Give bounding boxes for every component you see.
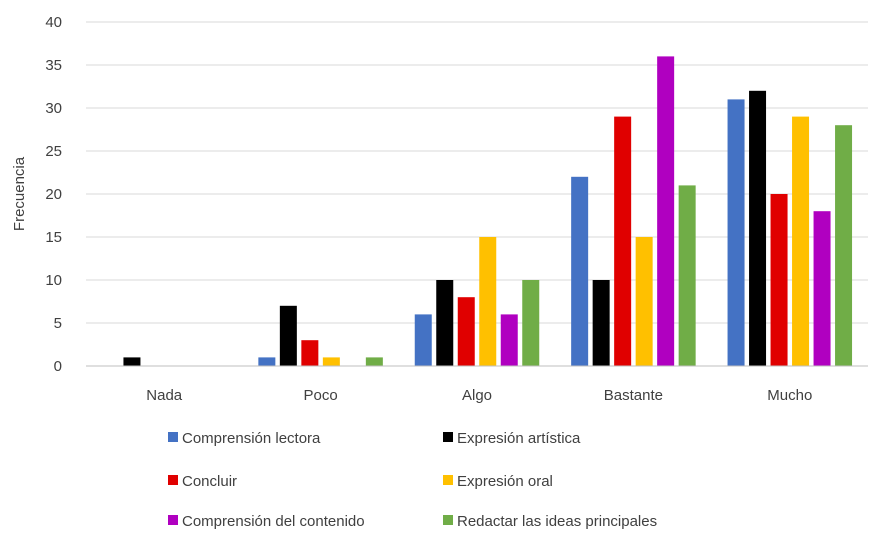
bar-poco-series-2 [279,305,297,366]
legend-swatch [443,475,453,485]
y-tick-label: 40 [45,14,62,31]
legend-swatch [443,515,453,525]
y-tick-label: 10 [45,272,62,289]
bar-algo-series-1 [414,314,432,366]
bar-bastante-series-1 [571,176,589,366]
y-tick-label: 0 [54,358,62,375]
bar-mucho-series-1 [727,99,745,367]
y-tick-label: 20 [45,186,62,203]
x-tick-label: Algo [462,387,492,404]
bar-mucho-series-4 [792,116,810,366]
bar-algo-series-2 [436,280,454,366]
legend-label: Redactar las ideas principales [457,513,657,530]
bar-poco-series-1 [258,357,276,366]
x-tick-label: Mucho [767,387,812,404]
y-axis-title: Frecuencia [11,156,28,231]
legend-label: Comprensión del contenido [182,513,365,530]
x-tick-label: Poco [303,387,337,404]
bar-algo-series-6 [522,280,540,366]
legend: Comprensión lectora Expresión artística Co… [168,430,657,530]
bar-mucho-series-3 [770,194,788,366]
legend-swatch [168,515,178,525]
legend-label: Expresión oral [457,473,553,490]
bar-bastante-series-3 [614,116,632,366]
bars [123,56,853,367]
bar-algo-series-5 [500,314,518,366]
y-tick-label: 15 [45,229,62,246]
x-tick-label: Nada [146,387,183,404]
bar-mucho-series-5 [813,211,831,366]
bar-poco-series-6 [365,357,383,366]
bar-bastante-series-4 [635,237,653,366]
bar-poco-series-4 [322,357,340,366]
y-tick-label: 30 [45,100,62,117]
bar-poco-series-3 [301,340,319,366]
legend-swatch [168,475,178,485]
legend-swatch [168,432,178,442]
y-tick-label: 5 [54,315,62,332]
bar-nada-series-2 [123,357,141,366]
bar-bastante-series-6 [678,185,696,366]
legend-label: Comprensión lectora [182,430,321,447]
gridlines [86,21,868,324]
bar-mucho-series-2 [749,90,767,367]
bar-bastante-series-5 [657,56,675,367]
bar-algo-series-3 [457,297,475,366]
y-tick-label: 25 [45,143,62,160]
bar-algo-series-4 [479,237,497,366]
y-tick-label: 35 [45,57,62,74]
x-tick-label: Bastante [604,387,663,404]
legend-swatch [443,432,453,442]
legend-label: Concluir [182,473,237,490]
axes: 0 5 10 15 20 25 30 35 40 Nada Poco Algo Bastante Much… [45,14,868,404]
bar-bastante-series-2 [592,280,610,366]
bar-mucho-series-6 [835,125,853,366]
legend-label: Expresión artística [457,430,581,447]
